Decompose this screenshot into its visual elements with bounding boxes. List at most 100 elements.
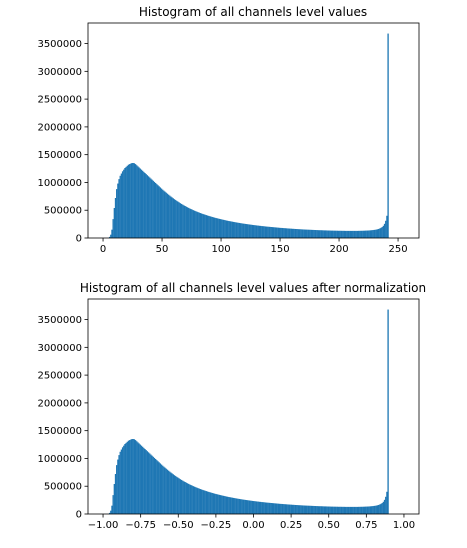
histogram-bar [138, 443, 139, 514]
histogram-bar [326, 230, 327, 238]
histogram-bar [133, 439, 134, 514]
histogram-bar [372, 506, 373, 514]
histogram-bar [242, 500, 243, 514]
histogram-bar [205, 491, 206, 514]
x-tick-label: 1.00 [393, 520, 415, 531]
histogram-bar [281, 504, 282, 514]
histogram-bar [219, 495, 220, 514]
histogram-bar [297, 505, 298, 514]
histogram-bar [234, 498, 235, 514]
histogram-bar [124, 444, 125, 514]
histogram-bar [156, 460, 157, 514]
histogram-bar [312, 506, 313, 514]
histogram-bar [341, 507, 342, 514]
histogram-bar [241, 499, 242, 514]
histogram-bar [363, 231, 364, 238]
histogram-bar [300, 505, 301, 514]
histogram-bar [280, 504, 281, 514]
histogram-bar [136, 165, 137, 238]
y-axis-ticks: 0 500000 1000000 1500000 2000000 2500000 30000… [37, 39, 88, 244]
histogram-bar [226, 497, 227, 515]
histogram-bar [149, 177, 150, 238]
histogram-bar [324, 506, 325, 514]
histogram-bar [253, 225, 254, 238]
histogram-bar [195, 211, 196, 238]
histogram-bar [350, 507, 351, 514]
histogram-bar [245, 500, 246, 514]
histogram-bar [284, 504, 285, 514]
histogram-bar [246, 500, 247, 514]
histogram-bar [281, 228, 282, 238]
histogram-bar [301, 505, 302, 514]
histogram-bar [336, 507, 337, 514]
histogram-bar [249, 225, 250, 238]
histogram-bar [242, 224, 243, 238]
histogram-bar [179, 478, 180, 514]
histogram-bar [288, 505, 289, 515]
histogram-bar [221, 495, 222, 514]
histogram-bar [319, 506, 320, 514]
histogram-bar [228, 497, 229, 514]
histogram-bar [203, 214, 204, 238]
histogram-bar [374, 506, 375, 514]
histogram-bar [353, 231, 354, 238]
histogram-bar [184, 482, 185, 514]
histogram-bar [170, 473, 171, 514]
histogram-bar [339, 507, 340, 514]
histogram-bar [272, 227, 273, 238]
histogram-bar [159, 186, 160, 238]
histogram-bar [166, 469, 167, 514]
x-tick-label: 0.75 [355, 520, 377, 531]
histogram-bar [370, 506, 371, 514]
histogram-bar [141, 446, 142, 514]
histogram-bar [291, 229, 292, 238]
histogram-bar [112, 495, 113, 514]
histogram-bar [301, 229, 302, 238]
histogram-bar [130, 164, 131, 238]
x-tick-label: 0 [100, 244, 106, 255]
histogram-bar [332, 507, 333, 514]
y-tick-label: 2500000 [37, 95, 82, 106]
histogram-bar [140, 445, 141, 514]
histogram-bar [384, 500, 385, 514]
histogram-bar [287, 228, 288, 238]
histogram-bar [195, 487, 196, 514]
histogram-bar [193, 486, 194, 514]
histogram-bar [251, 501, 252, 514]
histogram-bar [114, 208, 115, 238]
x-tick-label: 250 [389, 244, 408, 255]
histogram-bar [180, 479, 181, 514]
histogram-bar [142, 447, 143, 514]
histogram-bar [272, 503, 273, 514]
histogram-bar [143, 448, 144, 514]
histogram-bar [260, 226, 261, 238]
histogram-bar [218, 495, 219, 514]
histogram-bar [318, 230, 319, 238]
histogram-bar [252, 225, 253, 238]
histogram-bar [118, 179, 119, 238]
chart-title: Histogram of all channels level values [139, 5, 367, 19]
x-tick-label: 150 [271, 244, 290, 255]
histogram-bar [236, 499, 237, 514]
histogram-bar [380, 228, 381, 238]
histogram-bar [235, 222, 236, 238]
histogram-bar [120, 452, 121, 514]
histogram-bar [311, 506, 312, 514]
histogram-bar [324, 230, 325, 238]
histogram-bar [227, 221, 228, 238]
histogram-bar [273, 227, 274, 238]
histogram-bar [262, 226, 263, 238]
histogram-bar [157, 461, 158, 514]
y-tick-label: 2000000 [37, 398, 82, 409]
histogram-bar [213, 217, 214, 238]
histogram-bar [387, 34, 388, 238]
histogram-bar [174, 475, 175, 514]
histogram-bar [273, 503, 274, 514]
histogram-bar [326, 506, 327, 514]
histogram-bar [167, 194, 168, 238]
histogram-bar [279, 504, 280, 514]
histogram-bar [171, 197, 172, 238]
histogram-bar [382, 227, 383, 238]
histogram-bar [306, 506, 307, 514]
histogram-bar [117, 460, 118, 514]
